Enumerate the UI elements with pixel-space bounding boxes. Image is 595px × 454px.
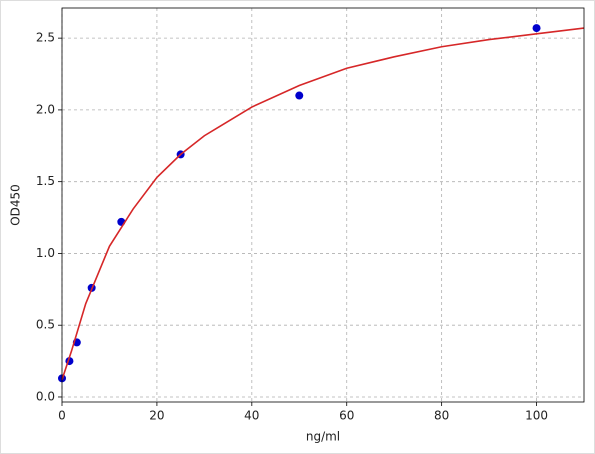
- y-axis-label: OD450: [9, 184, 23, 226]
- x-tick-label: 20: [149, 409, 164, 423]
- y-tick-label: 0.0: [36, 389, 55, 403]
- x-axis-label: ng/ml: [306, 430, 340, 444]
- x-tick-label: 100: [525, 409, 548, 423]
- y-tick-label: 2.5: [36, 31, 55, 45]
- x-tick-label: 40: [244, 409, 259, 423]
- x-tick-label: 80: [434, 409, 449, 423]
- y-tick-label: 2.0: [36, 102, 55, 116]
- data-point: [532, 24, 541, 33]
- plot-frame: [61, 7, 585, 403]
- x-tick-label: 60: [339, 409, 354, 423]
- data-point: [295, 91, 304, 100]
- fit-curve: [61, 27, 585, 381]
- y-tick-label: 0.5: [36, 318, 55, 332]
- y-tick-label: 1.0: [36, 246, 55, 260]
- x-tick-label: 0: [58, 409, 66, 423]
- y-tick-label: 1.5: [36, 174, 55, 188]
